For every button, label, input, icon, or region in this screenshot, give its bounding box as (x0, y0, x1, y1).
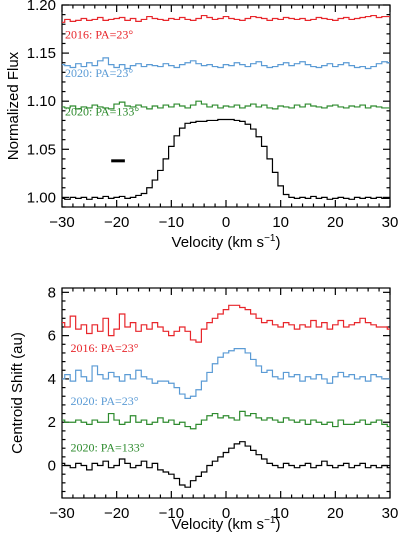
x-tick-label: −20 (104, 214, 129, 231)
y-tick-label: 1.15 (27, 45, 56, 62)
series-line-1 (62, 304, 390, 343)
series-label-3: 2020: PA=133° (70, 440, 144, 454)
x-tick-label: 0 (222, 505, 230, 522)
series-label-1: 2016: PA=23° (70, 341, 138, 355)
y-axis-title: Centroid Shift (au) (9, 332, 26, 454)
x-tick-label: 20 (327, 505, 344, 522)
chart-panel-1: −30 −20 −10 0 10 20 30 1.00 1.05 1.10 1.15 1.20 Velo… (5, 0, 398, 251)
y-tick-label: 4 (48, 371, 56, 388)
x-tick-label: 10 (272, 214, 289, 231)
x-tick-label: 10 (272, 505, 289, 522)
series-line-3 (62, 100, 390, 110)
x-tick-label: 20 (327, 214, 344, 231)
x-tick-label: 30 (382, 505, 399, 522)
chart-panel-2: −30 −20 −10 0 10 20 30 0 2 4 6 8 Velocity (km s−1) Ce… (9, 284, 398, 533)
series-line-4 (62, 118, 390, 200)
series-line-2 (62, 348, 390, 400)
x-tick-label: −30 (49, 505, 74, 522)
series-line-2 (62, 57, 390, 70)
y-tick-label: 8 (48, 284, 56, 301)
series-label-1: 2016: PA=23° (65, 28, 133, 42)
series-label-3: 2020: PA=133° (65, 105, 139, 119)
series-line-4 (62, 441, 390, 488)
x-tick-label: −30 (49, 214, 74, 231)
series-line-1 (62, 14, 390, 23)
y-tick-label: 1.10 (27, 93, 56, 110)
series-label-2: 2020: PA=23° (70, 394, 138, 408)
y-tick-label: 6 (48, 328, 56, 345)
y-tick-label: 1.00 (27, 189, 56, 206)
x-tick-label: −10 (159, 505, 184, 522)
x-tick-label: −20 (104, 505, 129, 522)
y-tick-label: 0 (48, 458, 56, 475)
series-label-2: 2020: PA=23° (65, 66, 133, 80)
x-axis-title: Velocity (km s−1) (172, 233, 281, 251)
y-tick-label: 1.20 (27, 0, 56, 14)
x-tick-label: −10 (159, 214, 184, 231)
series-line-3 (62, 410, 390, 430)
x-axis-title: Velocity (km s−1) (172, 515, 281, 533)
x-tick-label: 30 (382, 214, 399, 231)
y-tick-label: 1.05 (27, 141, 56, 158)
y-axis-title: Normalized Flux (5, 51, 22, 160)
x-tick-label: 0 (222, 214, 230, 231)
y-tick-label: 2 (48, 414, 56, 431)
